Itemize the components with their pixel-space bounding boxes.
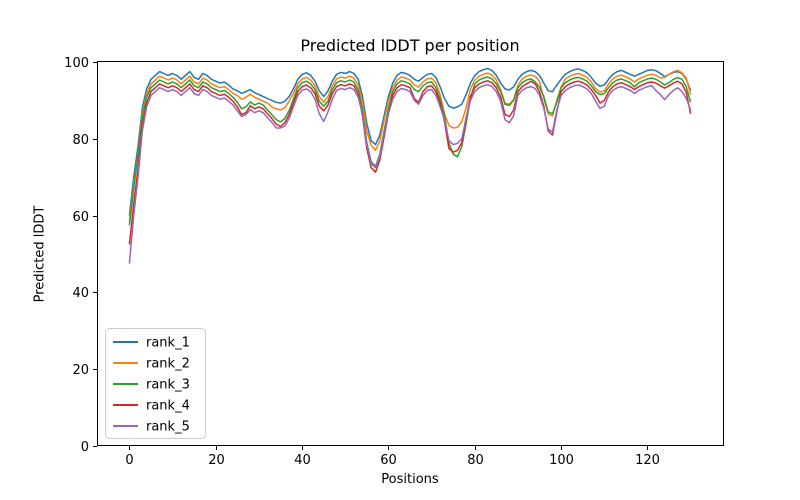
y-axis-label-text: Predicted lDDT bbox=[32, 205, 48, 303]
y-tick-label: 0 bbox=[81, 440, 89, 455]
axes-frame bbox=[97, 61, 724, 446]
legend-label-rank_2: rank_2 bbox=[146, 357, 190, 372]
rank_2-line bbox=[128, 69, 692, 222]
x-axis-label: Positions bbox=[381, 472, 439, 487]
chart-title: Predicted lDDT per position bbox=[300, 36, 520, 55]
x-tick-label: 60 bbox=[380, 453, 397, 468]
y-tick-label: 40 bbox=[72, 286, 89, 301]
y-tick-label: 60 bbox=[72, 210, 89, 225]
y-tick-label: 80 bbox=[72, 133, 89, 148]
legend-label-rank_3: rank_3 bbox=[146, 378, 190, 393]
x-tick-label: 40 bbox=[294, 453, 311, 468]
legend-label-rank_1: rank_1 bbox=[146, 336, 190, 351]
rank_5-line bbox=[128, 83, 692, 264]
x-tick-label: 120 bbox=[635, 453, 660, 468]
x-tick-label: 20 bbox=[208, 453, 225, 468]
x-tick-label: 80 bbox=[467, 453, 484, 468]
legend-label-rank_5: rank_5 bbox=[146, 420, 190, 435]
y-tick-label: 100 bbox=[64, 56, 89, 71]
legend-label-rank_4: rank_4 bbox=[146, 399, 190, 414]
legend-box bbox=[105, 328, 206, 439]
rank_3-line bbox=[128, 76, 692, 226]
y-tick-label: 20 bbox=[72, 363, 89, 378]
rank_4-line bbox=[128, 80, 692, 245]
rank_1-line bbox=[128, 67, 692, 216]
x-tick-label: 100 bbox=[549, 453, 574, 468]
x-tick-label: 0 bbox=[125, 453, 133, 468]
